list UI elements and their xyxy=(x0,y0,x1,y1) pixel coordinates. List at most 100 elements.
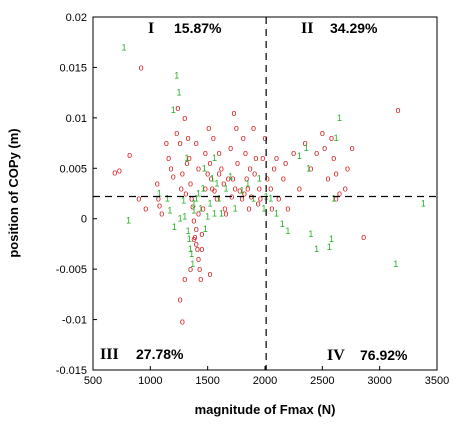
data-point-o: o xyxy=(326,173,331,183)
data-point-o: o xyxy=(257,183,262,193)
x-axis-title: magnitude of Fmax (N) xyxy=(195,402,336,417)
data-point-o: o xyxy=(178,294,183,304)
data-point-1: 1 xyxy=(217,194,222,204)
data-point-1: 1 xyxy=(251,194,256,204)
data-point-o: o xyxy=(194,239,199,249)
data-point-o: o xyxy=(205,168,210,178)
data-point-1: 1 xyxy=(261,204,266,214)
data-point-o: o xyxy=(206,123,211,133)
data-point-o: o xyxy=(265,173,270,183)
data-point-1: 1 xyxy=(176,88,181,98)
data-point-o: o xyxy=(136,194,141,204)
data-point-o: o xyxy=(251,123,256,133)
data-point-o: o xyxy=(190,202,195,212)
data-point-o: o xyxy=(329,133,334,143)
data-point-1: 1 xyxy=(181,196,186,206)
data-point-o: o xyxy=(211,133,216,143)
data-point-1: 1 xyxy=(182,212,187,222)
data-point-1: 1 xyxy=(228,171,233,181)
data-point-o: o xyxy=(222,204,227,214)
data-point-o: o xyxy=(334,168,339,178)
data-point-o: o xyxy=(253,153,258,163)
data-point-1: 1 xyxy=(178,214,183,224)
data-point-o: o xyxy=(234,123,239,133)
data-point-1: 1 xyxy=(202,163,207,173)
x-tick-label: 1500 xyxy=(195,375,219,387)
y-tick-label: 0.01 xyxy=(66,113,87,125)
data-point-o: o xyxy=(314,148,319,158)
data-point-o: o xyxy=(196,254,201,264)
x-tick-label: 2000 xyxy=(253,375,277,387)
data-point-o: o xyxy=(228,143,233,153)
data-point-1: 1 xyxy=(331,194,336,204)
data-point-o: o xyxy=(331,153,336,163)
quadrant-3-label: III xyxy=(100,346,119,363)
data-point-o: o xyxy=(221,178,226,188)
data-point-1: 1 xyxy=(174,70,179,80)
data-point-o: o xyxy=(203,148,208,158)
data-point-o: o xyxy=(199,244,204,254)
data-point-o: o xyxy=(260,153,265,163)
data-point-o: o xyxy=(188,264,193,274)
data-point-o: o xyxy=(217,168,222,178)
data-point-o: o xyxy=(219,163,224,173)
data-point-o: o xyxy=(187,153,192,163)
data-point-1: 1 xyxy=(297,151,302,161)
data-point-1: 1 xyxy=(393,259,398,269)
data-point-1: 1 xyxy=(280,219,285,229)
data-point-o: o xyxy=(242,189,247,199)
data-point-o: o xyxy=(198,274,203,284)
data-point-1: 1 xyxy=(337,113,342,123)
data-point-o: o xyxy=(237,185,242,195)
data-point-1: 1 xyxy=(198,204,203,214)
data-point-o: o xyxy=(183,189,188,199)
data-point-o: o xyxy=(297,183,302,193)
data-point-o: o xyxy=(224,209,229,219)
data-point-o: o xyxy=(175,103,180,113)
data-point-o: o xyxy=(155,178,160,188)
y-tick-label: -0.015 xyxy=(56,365,87,377)
data-point-1: 1 xyxy=(172,222,177,232)
data-point-o: o xyxy=(194,224,199,234)
data-point-o: o xyxy=(322,143,327,153)
data-points: ooo ooooooooooooooooooooooooooooooooooooo… xyxy=(112,42,425,326)
data-point-o: o xyxy=(337,189,342,199)
data-point-1: 1 xyxy=(188,244,193,254)
data-point-o: o xyxy=(345,163,350,173)
y-tick-label: 0 xyxy=(81,214,87,226)
x-tick-label: 3500 xyxy=(425,375,449,387)
data-point-1: 1 xyxy=(207,199,212,209)
data-point-1: 1 xyxy=(212,209,217,219)
data-point-o: o xyxy=(143,204,148,214)
data-point-1: 1 xyxy=(187,234,192,244)
data-point-o: o xyxy=(361,232,366,242)
data-point-1: 1 xyxy=(196,189,201,199)
data-point-1: 1 xyxy=(308,229,313,239)
data-point-o: o xyxy=(232,108,237,118)
data-point-o: o xyxy=(291,148,296,158)
data-point-1: 1 xyxy=(245,178,250,188)
data-point-o: o xyxy=(180,168,185,178)
data-point-1: 1 xyxy=(203,224,208,234)
data-point-o: o xyxy=(343,183,348,193)
data-point-o: o xyxy=(182,274,187,284)
data-point-1: 1 xyxy=(306,163,311,173)
data-point-o: o xyxy=(194,138,199,148)
x-tick-label: 2500 xyxy=(310,375,334,387)
data-point-o: o xyxy=(276,194,281,204)
data-point-o: o xyxy=(188,178,193,188)
quadrant-4-label: IV xyxy=(327,347,345,364)
quadrant-2-label: II xyxy=(301,20,313,37)
data-point-o: o xyxy=(191,216,196,226)
data-point-o: o xyxy=(285,204,290,214)
data-point-o: o xyxy=(139,62,144,72)
data-point-o: o xyxy=(127,150,132,160)
y-axis-title: position of COPy (m) xyxy=(6,128,21,257)
y-tick-label: 0.02 xyxy=(66,12,87,24)
data-point-1: 1 xyxy=(314,244,319,254)
data-point-o: o xyxy=(252,168,257,178)
data-point-o: o xyxy=(235,158,240,168)
data-point-o: o xyxy=(196,163,201,173)
data-point-1: 1 xyxy=(212,153,217,163)
data-point-o: o xyxy=(164,138,169,148)
